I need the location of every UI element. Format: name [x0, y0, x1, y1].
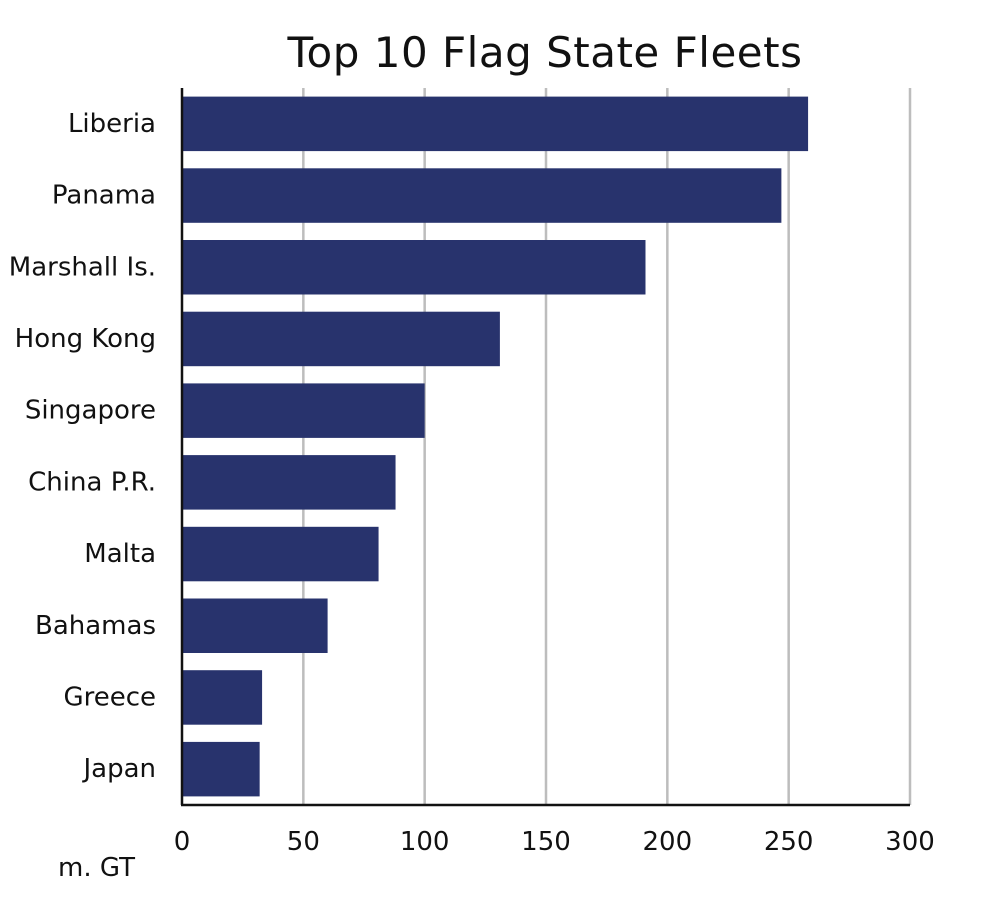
- bar-greece: [182, 670, 263, 725]
- category-label: Singapore: [25, 396, 156, 426]
- category-label: Panama: [52, 181, 156, 211]
- category-label: Hong Kong: [15, 324, 156, 354]
- x-tick-label: 150: [521, 827, 571, 857]
- category-label: Marshall Is.: [9, 252, 156, 282]
- chart-title: Top 10 Flag State Fleets: [287, 28, 803, 77]
- category-label: Japan: [81, 754, 156, 784]
- x-tick-label: 50: [287, 827, 320, 857]
- category-label: Greece: [63, 682, 156, 712]
- x-tick-labels: 0 50 100 150 200 250 300: [174, 827, 935, 857]
- x-axis-label: m. GT: [58, 853, 135, 883]
- bar-hong-kong: [182, 311, 500, 367]
- bar-malta: [182, 526, 379, 582]
- category-labels: Liberia Panama Marshall Is. Hong Kong Singap…: [9, 109, 156, 784]
- category-label: Bahamas: [35, 611, 156, 641]
- bar-marshall-is-: [182, 240, 646, 295]
- bar-japan: [182, 741, 260, 797]
- bar-bahamas: [182, 598, 328, 653]
- axes: [180, 88, 910, 807]
- bars: [182, 96, 809, 797]
- category-label: China P.R.: [28, 467, 156, 497]
- x-tick-label: 100: [400, 827, 450, 857]
- x-tick-label: 300: [885, 827, 935, 857]
- category-label: Liberia: [68, 109, 156, 139]
- x-tick-label: 0: [174, 827, 191, 857]
- x-tick-label: 200: [643, 827, 693, 857]
- bar-singapore: [182, 383, 425, 438]
- x-tick-label: 250: [764, 827, 814, 857]
- bar-liberia: [182, 96, 809, 152]
- category-label: Malta: [84, 539, 156, 569]
- bar-panama: [182, 168, 782, 223]
- bar-china-p-r-: [182, 455, 396, 510]
